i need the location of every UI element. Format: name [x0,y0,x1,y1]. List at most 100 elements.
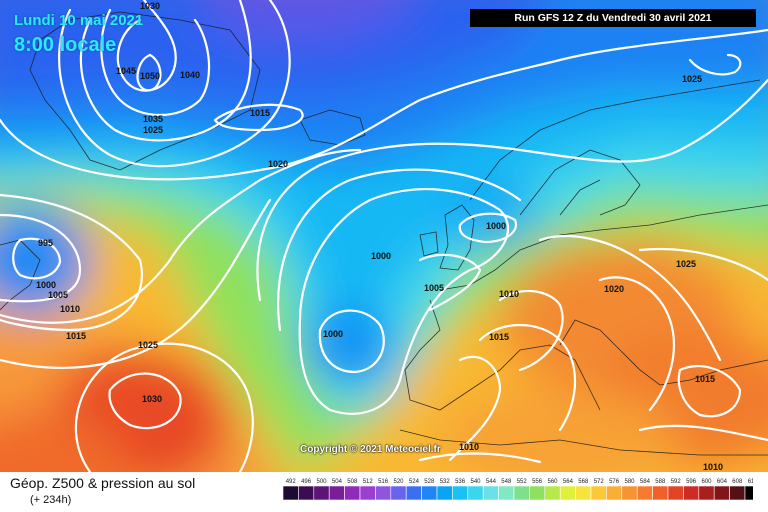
color-scale: 492 496 500 504 508 512 516 520 524 528 532 536 540 5… [283,479,753,501]
scale-label: 576 [609,479,620,485]
scale-label: 564 [563,479,574,485]
pressure-label: 1025 [143,125,163,135]
pressure-label: 1020 [268,159,288,169]
scale-swatch [559,485,576,501]
africa-coast [399,429,768,456]
scale-label: 596 [686,479,697,485]
forecast-date: Lundi 10 mai 2021 [14,12,144,29]
scale-label: 520 [393,479,404,485]
scale-swatch [452,485,469,501]
scale-swatch [405,485,422,501]
pressure-label: 1030 [142,394,162,404]
scale-swatch [436,485,453,501]
legend-footer: Géop. Z500 & pression au sol (+ 234h) 49… [0,472,768,512]
scale-swatch [606,485,623,501]
pressure-label: 1035 [143,114,163,124]
scale-label: 528 [424,479,435,485]
scale-swatch [482,485,499,501]
scale-swatch [498,485,515,501]
scale-swatch [713,485,730,501]
scale-label: 532 [440,479,451,485]
pressure-label: 1005 [424,283,444,293]
scale-label: 512 [363,479,374,485]
scale-swatch [313,485,330,501]
scale-label: 540 [470,479,481,485]
scale-label: 536 [455,479,466,485]
scale-swatch [513,485,530,501]
forecast-time: 8:00 locale [14,34,117,56]
pressure-label: 1015 [250,108,270,118]
scale-label: 508 [347,479,358,485]
pressure-label: 1010 [459,442,479,452]
scale-label: 504 [332,479,343,485]
copyright-notice: Copyright © 2021 Meteociel.fr [300,444,441,455]
scale-label: 560 [547,479,558,485]
scale-label: 592 [671,479,682,485]
pressure-label: 1000 [486,221,506,231]
scale-swatch [729,485,746,501]
scale-swatch [344,485,361,501]
scale-label: 584 [640,479,651,485]
scale-swatch [283,485,299,501]
scale-label: 524 [409,479,420,485]
pressure-label: 1025 [676,259,696,269]
europe-coast [404,204,768,411]
scale-swatch [421,485,438,501]
british-isles-coast [419,204,475,271]
scale-label: 496 [301,479,312,485]
scale-swatch [667,485,684,501]
pressure-label: 1010 [703,462,723,472]
scale-label: 612 [748,479,753,485]
pressure-label: 1000 [323,329,343,339]
scale-swatch [575,485,592,501]
forecast-map: 1030 1045 1050 1040 1035 1025 1015 1020 … [0,0,768,472]
scale-swatch [529,485,546,501]
scale-swatch [652,485,669,501]
pressure-label: 1010 [60,304,80,314]
pressure-label: 1045 [116,66,136,76]
pressure-label: 1025 [682,74,702,84]
scale-label: 580 [624,479,635,485]
run-info: Run GFS 12 Z du Vendredi 30 avril 2021 [470,9,756,27]
scale-label: 608 [732,479,743,485]
scale-label: 548 [501,479,512,485]
pressure-label: 1015 [66,331,86,341]
scale-label: 544 [486,479,497,485]
scale-swatch [683,485,700,501]
iceland-coast [299,109,366,146]
scale-swatch [621,485,638,501]
scandinavia-coast [469,79,761,216]
scale-label: 568 [578,479,589,485]
scale-label: 588 [655,479,666,485]
pressure-label: 1005 [48,290,68,300]
scale-swatch [744,485,753,501]
scale-swatch [467,485,484,501]
pressure-label: 1015 [695,374,715,384]
scale-label: 492 [286,479,297,485]
pressure-label: 1040 [180,70,200,80]
scale-swatch [359,485,376,501]
pressure-label: 1025 [138,340,158,350]
scale-swatch [375,485,392,501]
scale-swatch [544,485,561,501]
scale-label: 516 [378,479,389,485]
map-caption: Géop. Z500 & pression au sol [10,475,196,491]
scale-swatch [698,485,715,501]
scale-swatch [390,485,407,501]
pressure-label: 1030 [140,1,160,11]
scale-label: 552 [517,479,528,485]
pressure-label: 1010 [499,289,519,299]
pressure-label: 1000 [36,280,56,290]
pressure-label: 1020 [604,284,624,294]
pressure-label: 1015 [489,332,509,342]
scale-label: 572 [594,479,605,485]
pressure-label: 1000 [371,251,391,261]
pressure-label: 995 [38,238,53,248]
lead-time: (+ 234h) [30,494,72,506]
scale-label: 500 [316,479,327,485]
pressure-label: 1050 [140,71,160,81]
scale-label: 600 [701,479,712,485]
scale-swatch [328,485,345,501]
scale-swatch [636,485,653,501]
